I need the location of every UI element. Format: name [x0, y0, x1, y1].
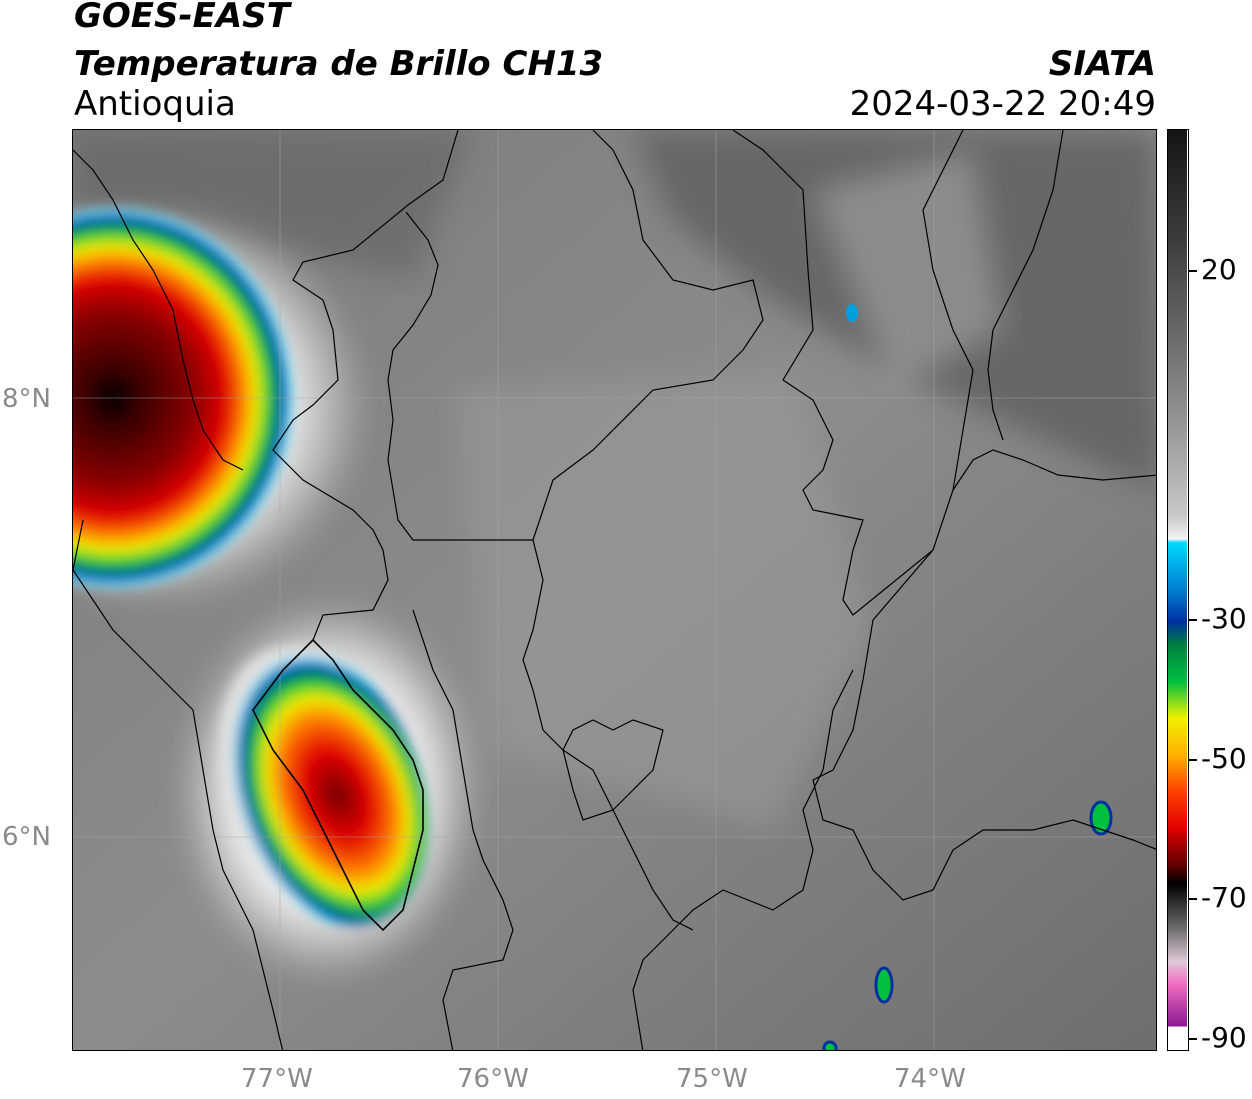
- lon-label-74w: 74°W: [894, 1064, 966, 1094]
- region-title: Antioquia: [74, 84, 236, 124]
- department-border: [812, 549, 1156, 901]
- antioquia-border-east: [732, 130, 974, 616]
- river-atrato: [252, 638, 424, 932]
- product-title: Temperatura de Brillo CH13: [74, 44, 604, 84]
- small-cell: [822, 1040, 838, 1050]
- timestamp-label: 2024-03-22 20:49: [849, 84, 1156, 124]
- colorbar-tick: [1189, 759, 1197, 761]
- colorbar-tick: [1189, 619, 1197, 621]
- colorbar-label: 20: [1201, 253, 1237, 286]
- antioquia-border-north: [387, 130, 764, 541]
- lon-label-76w: 76°W: [457, 1064, 529, 1094]
- lat-label-8n: 8°N: [2, 384, 51, 414]
- small-cell: [846, 304, 858, 322]
- colorbar-label: -90: [1201, 1021, 1247, 1054]
- colorbar-tick: [1189, 898, 1197, 900]
- map-svg: [73, 130, 1156, 1050]
- colorbar-tick: [1189, 1038, 1197, 1040]
- colorbar: [1167, 129, 1189, 1051]
- colorbar-label: -30: [1201, 602, 1247, 635]
- dark-cloud-region: [73, 130, 473, 280]
- light-cloud-region: [453, 370, 873, 830]
- lat-label-6n: 6°N: [2, 822, 51, 852]
- lon-label-75w: 75°W: [676, 1064, 748, 1094]
- small-cell: [1089, 800, 1113, 836]
- department-border: [412, 609, 514, 1050]
- organization-label: SIATA: [1048, 44, 1156, 84]
- satellite-map: [72, 129, 1157, 1051]
- municipality-border: [562, 719, 664, 821]
- colorbar-label: -70: [1201, 881, 1247, 914]
- colorbar-fill: [1168, 130, 1187, 1049]
- small-cell: [874, 966, 894, 1004]
- colorbar-label: -50: [1201, 742, 1247, 775]
- satellite-title: GOES-EAST: [74, 0, 290, 36]
- department-border: [952, 449, 1156, 491]
- department-border: [987, 130, 1064, 441]
- storm-cell-south: [219, 645, 427, 925]
- colorbar-svg: [1168, 130, 1187, 1049]
- lon-label-77w: 77°W: [241, 1064, 313, 1094]
- coastline-panama: [73, 149, 244, 471]
- coastline-uraba: [272, 130, 459, 641]
- department-border: [632, 669, 854, 1050]
- political-borders: [73, 130, 1156, 1050]
- graticule: [73, 130, 1156, 1050]
- coastline-pacific: [73, 519, 284, 1050]
- light-cloud-region: [813, 150, 1003, 390]
- colorbar-tick: [1189, 270, 1197, 272]
